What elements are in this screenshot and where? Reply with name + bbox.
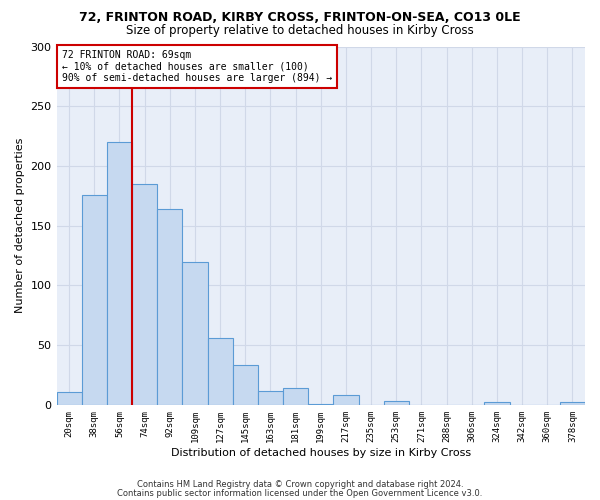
- Y-axis label: Number of detached properties: Number of detached properties: [15, 138, 25, 314]
- Bar: [258, 390, 283, 405]
- Bar: [560, 402, 585, 405]
- Text: Contains public sector information licensed under the Open Government Licence v3: Contains public sector information licen…: [118, 489, 482, 498]
- Bar: [132, 184, 157, 405]
- Bar: [233, 366, 258, 405]
- Bar: [208, 338, 233, 405]
- Bar: [383, 401, 409, 405]
- Text: 72 FRINTON ROAD: 69sqm
← 10% of detached houses are smaller (100)
90% of semi-de: 72 FRINTON ROAD: 69sqm ← 10% of detached…: [62, 50, 332, 84]
- Bar: [107, 142, 132, 405]
- Bar: [308, 404, 334, 405]
- Bar: [82, 194, 107, 405]
- Bar: [182, 262, 208, 405]
- Bar: [283, 388, 308, 405]
- Text: 72, FRINTON ROAD, KIRBY CROSS, FRINTON-ON-SEA, CO13 0LE: 72, FRINTON ROAD, KIRBY CROSS, FRINTON-O…: [79, 11, 521, 24]
- Bar: [157, 209, 182, 405]
- Text: Size of property relative to detached houses in Kirby Cross: Size of property relative to detached ho…: [126, 24, 474, 37]
- Bar: [56, 392, 82, 405]
- X-axis label: Distribution of detached houses by size in Kirby Cross: Distribution of detached houses by size …: [171, 448, 471, 458]
- Bar: [334, 396, 359, 405]
- Bar: [484, 402, 509, 405]
- Text: Contains HM Land Registry data © Crown copyright and database right 2024.: Contains HM Land Registry data © Crown c…: [137, 480, 463, 489]
